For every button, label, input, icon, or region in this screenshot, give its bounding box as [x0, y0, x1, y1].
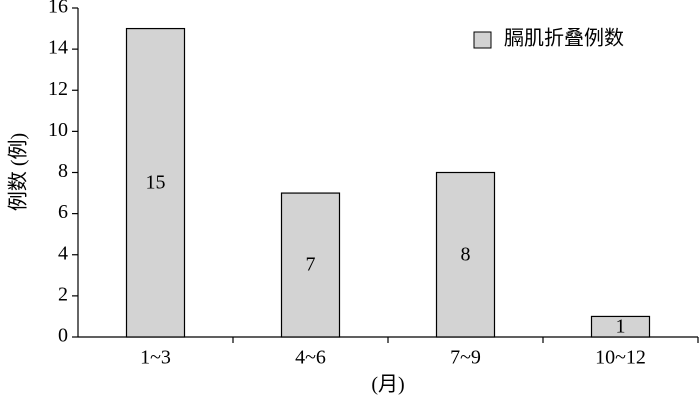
bar	[125, 27, 186, 338]
legend-swatch	[473, 31, 492, 49]
x-tick-label: 10~12	[595, 347, 646, 369]
x-tick-label: 1~3	[140, 347, 171, 369]
y-tick-label: 12	[48, 78, 68, 100]
y-tick-label: 4	[58, 242, 68, 264]
data-label: 7	[306, 254, 316, 276]
data-label: 15	[146, 171, 166, 193]
y-tick-label: 16	[48, 0, 68, 18]
data-label: 1	[616, 315, 626, 337]
bar	[435, 171, 496, 338]
bar	[590, 315, 651, 338]
bar	[280, 192, 341, 338]
x-axis-label: (月)	[371, 374, 404, 396]
x-tick-label: 4~6	[295, 347, 326, 369]
y-tick-label: 14	[48, 37, 68, 59]
y-tick-label: 10	[48, 119, 68, 141]
y-tick-label: 0	[58, 325, 68, 347]
y-tick-label: 8	[58, 160, 68, 182]
legend-label: 膈肌折叠例数	[504, 27, 624, 50]
y-tick-label: 2	[58, 283, 68, 305]
x-tick-label: 7~9	[450, 347, 481, 369]
y-axis-label: 例数 (例)	[7, 133, 30, 211]
y-tick-label: 6	[58, 201, 68, 223]
data-label: 8	[461, 243, 471, 265]
